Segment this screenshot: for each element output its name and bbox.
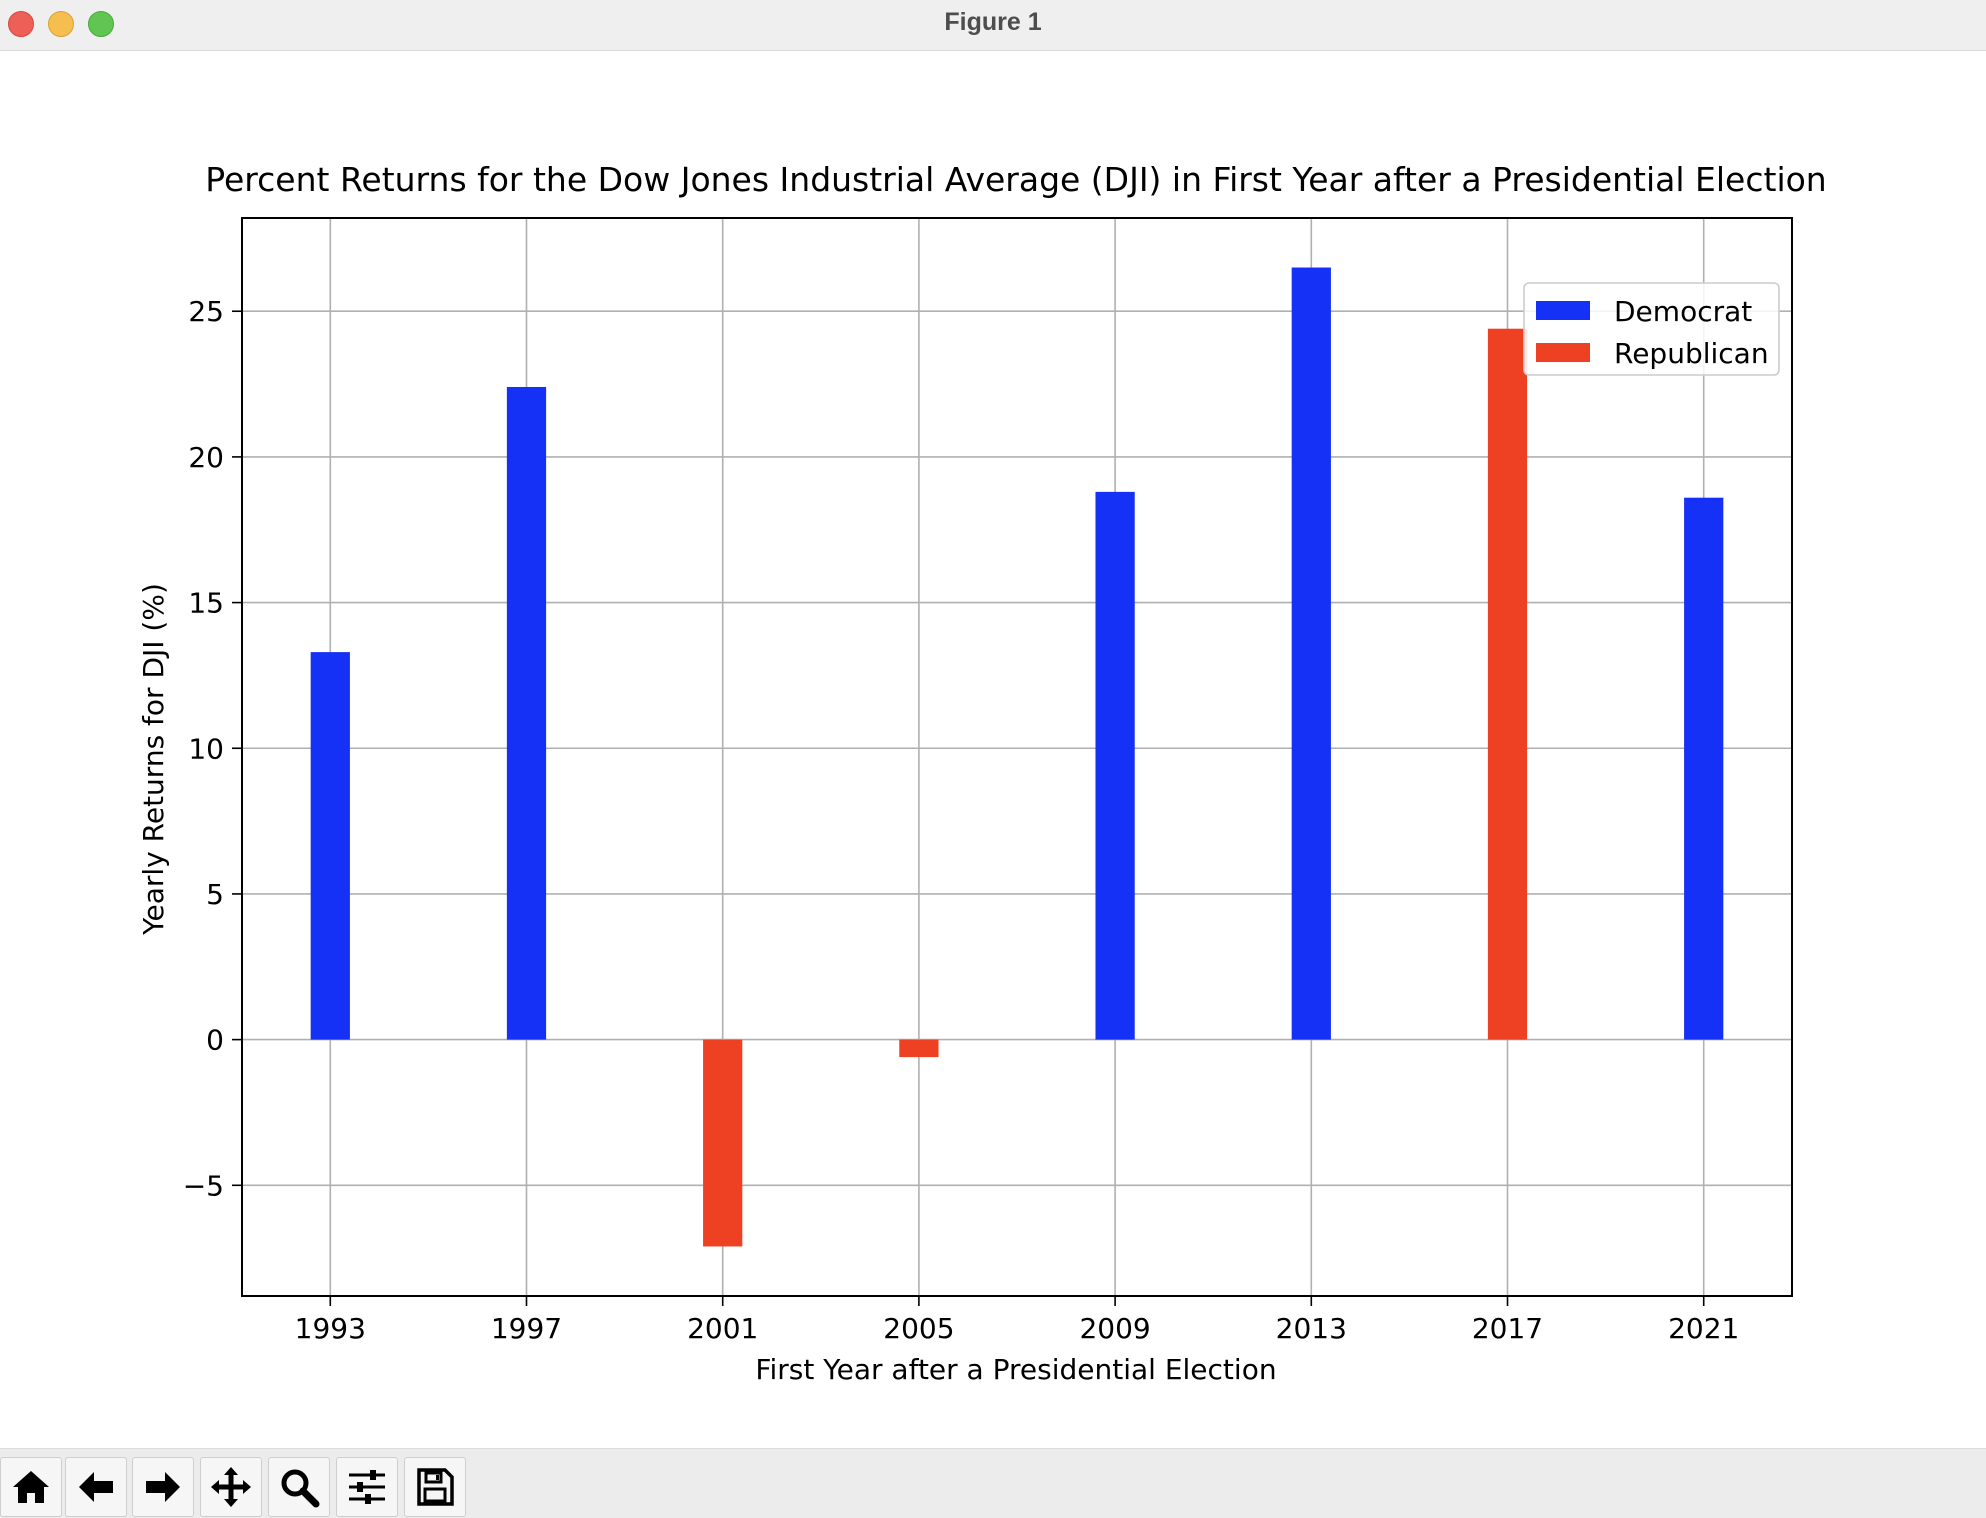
bar-2013 bbox=[1291, 267, 1331, 1040]
y-tick-label: 5 bbox=[206, 878, 224, 911]
x-tick-label: 2005 bbox=[883, 1312, 954, 1345]
axes-frame bbox=[241, 217, 1793, 1297]
forward-button[interactable] bbox=[132, 1457, 194, 1517]
y-tick-label: 15 bbox=[188, 587, 224, 620]
bar-1997 bbox=[506, 386, 547, 1040]
bar-chart: Percent Returns for the Dow Jones Indust… bbox=[137, 160, 1827, 1386]
floppy-disk-icon bbox=[417, 1468, 454, 1506]
figure-canvas[interactable]: Percent Returns for the Dow Jones Indust… bbox=[0, 51, 1986, 1448]
y-tick-label: 25 bbox=[188, 295, 224, 328]
title-bar: Figure 1 bbox=[0, 0, 1986, 51]
magnifier-icon bbox=[281, 1469, 320, 1508]
save-button[interactable] bbox=[404, 1457, 466, 1517]
close-window-button[interactable] bbox=[8, 11, 34, 37]
x-tick-label: 2021 bbox=[1668, 1312, 1739, 1345]
bar-2021 bbox=[1684, 497, 1724, 1040]
home-button[interactable] bbox=[0, 1457, 62, 1517]
x-tick-label: 1993 bbox=[295, 1312, 366, 1345]
back-button[interactable] bbox=[65, 1457, 127, 1517]
bars bbox=[310, 267, 1724, 1247]
legend-label-democrat: Democrat bbox=[1614, 295, 1752, 328]
x-tick-label: 1997 bbox=[491, 1312, 562, 1345]
arrow-right-icon bbox=[146, 1472, 180, 1502]
y-tick-label: −5 bbox=[183, 1169, 224, 1202]
x-tick-label: 2017 bbox=[1472, 1312, 1543, 1345]
minimize-window-button[interactable] bbox=[48, 11, 74, 37]
bar-2009 bbox=[1095, 491, 1135, 1040]
bar-2005 bbox=[899, 1039, 939, 1058]
y-tick-label: 0 bbox=[206, 1024, 224, 1057]
navigation-toolbar bbox=[0, 1448, 1986, 1518]
y-tick-label: 20 bbox=[188, 441, 224, 474]
legend-swatch-republican bbox=[1536, 343, 1590, 362]
arrow-left-icon bbox=[79, 1472, 113, 1502]
chart-title: Percent Returns for the Dow Jones Indust… bbox=[205, 160, 1826, 199]
x-tick-label: 2001 bbox=[687, 1312, 758, 1345]
y-tick-label: 10 bbox=[188, 732, 224, 765]
bar-1993 bbox=[310, 652, 350, 1040]
move-icon bbox=[211, 1467, 251, 1507]
x-axis-label: First Year after a Presidential Election bbox=[755, 1353, 1276, 1386]
bar-2001 bbox=[703, 1039, 743, 1247]
x-tick-label: 2009 bbox=[1079, 1312, 1150, 1345]
legend: Democrat Republican bbox=[1523, 282, 1780, 376]
pan-button[interactable] bbox=[200, 1457, 262, 1517]
home-icon bbox=[13, 1471, 49, 1503]
configure-subplots-button[interactable] bbox=[336, 1457, 398, 1517]
sliders-icon bbox=[349, 1470, 385, 1504]
grid-lines bbox=[242, 218, 1792, 1296]
legend-swatch-democrat bbox=[1536, 301, 1590, 320]
y-axis-label: Yearly Returns for DJI (%) bbox=[137, 583, 170, 936]
axis-ticks: −5 0 5 10 15 20 25 1993 1997 2001 2005 2009 2013 2017… bbox=[183, 295, 1740, 1345]
window-title: Figure 1 bbox=[944, 8, 1042, 36]
legend-label-republican: Republican bbox=[1614, 337, 1769, 370]
bar-2017 bbox=[1487, 328, 1528, 1040]
maximize-window-button[interactable] bbox=[88, 11, 114, 37]
zoom-button[interactable] bbox=[268, 1457, 330, 1517]
x-tick-label: 2013 bbox=[1276, 1312, 1347, 1345]
